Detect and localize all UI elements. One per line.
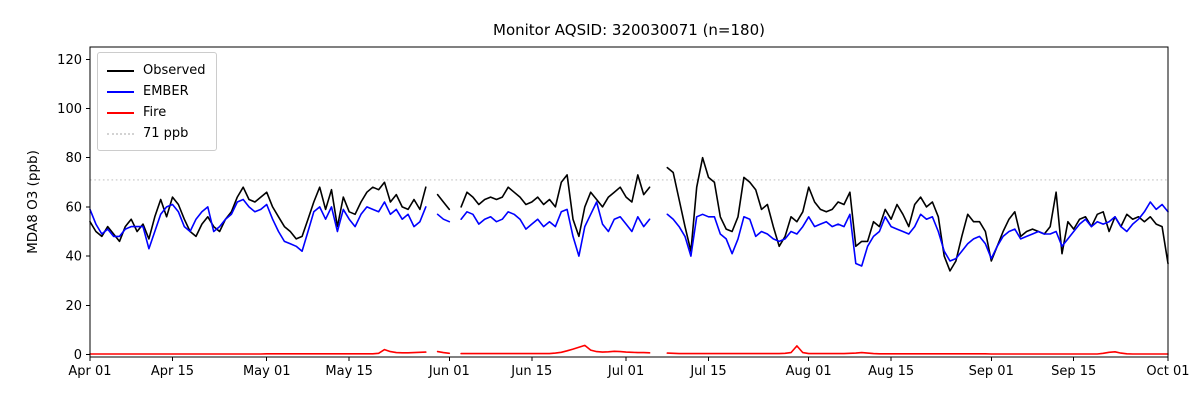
x-tick-label: Apr 01: [68, 364, 111, 379]
fire-line: [89, 344, 1169, 355]
y-tick-label: 80: [65, 151, 82, 166]
x-tick-label: Jul 01: [607, 364, 644, 379]
chart-title: Monitor AQSID: 320030071 (n=180): [493, 21, 765, 39]
x-tick-label: May 15: [325, 364, 373, 379]
x-tick-label: Aug 01: [786, 364, 832, 379]
legend-item-fire: Fire: [98, 102, 216, 123]
x-tick-label: Sep 15: [1051, 364, 1096, 379]
x-tick-label: May 01: [243, 364, 291, 379]
legend-label: EMBER: [143, 84, 189, 99]
legend-swatch: [107, 132, 134, 135]
observed-line: [89, 156, 1169, 272]
x-tick-label: Aug 15: [868, 364, 914, 379]
legend-item-observed: Observed: [98, 60, 216, 81]
legend-label: 71 ppb: [143, 126, 189, 141]
legend-swatch: [107, 69, 134, 72]
x-tick-label: Jul 15: [689, 364, 726, 379]
legend-item-ember: EMBER: [98, 81, 216, 102]
axes-frame: [89, 46, 1169, 358]
x-tick-label: Oct 01: [1146, 364, 1189, 379]
y-tick-label: 100: [57, 102, 82, 117]
y-tick-label: 60: [65, 200, 82, 215]
legend-swatch: [107, 90, 134, 93]
x-tick-label: Jun 15: [510, 364, 552, 379]
legend-item-71-ppb: 71 ppb: [98, 123, 216, 144]
x-tick-label: Apr 15: [151, 364, 194, 379]
x-tick-label: Sep 01: [969, 364, 1014, 379]
legend-label: Fire: [143, 105, 167, 120]
ember-line: [89, 198, 1169, 267]
legend-swatch: [107, 111, 134, 114]
x-tick-label: Jun 01: [428, 364, 470, 379]
legend: Observed EMBER Fire 71 ppb: [97, 52, 217, 151]
legend-label: Observed: [143, 63, 206, 78]
y-tick-label: 20: [65, 299, 82, 314]
y-tick-label: 120: [57, 53, 82, 68]
y-tick-label: 40: [65, 250, 82, 265]
y-tick-label: 0: [74, 348, 82, 363]
